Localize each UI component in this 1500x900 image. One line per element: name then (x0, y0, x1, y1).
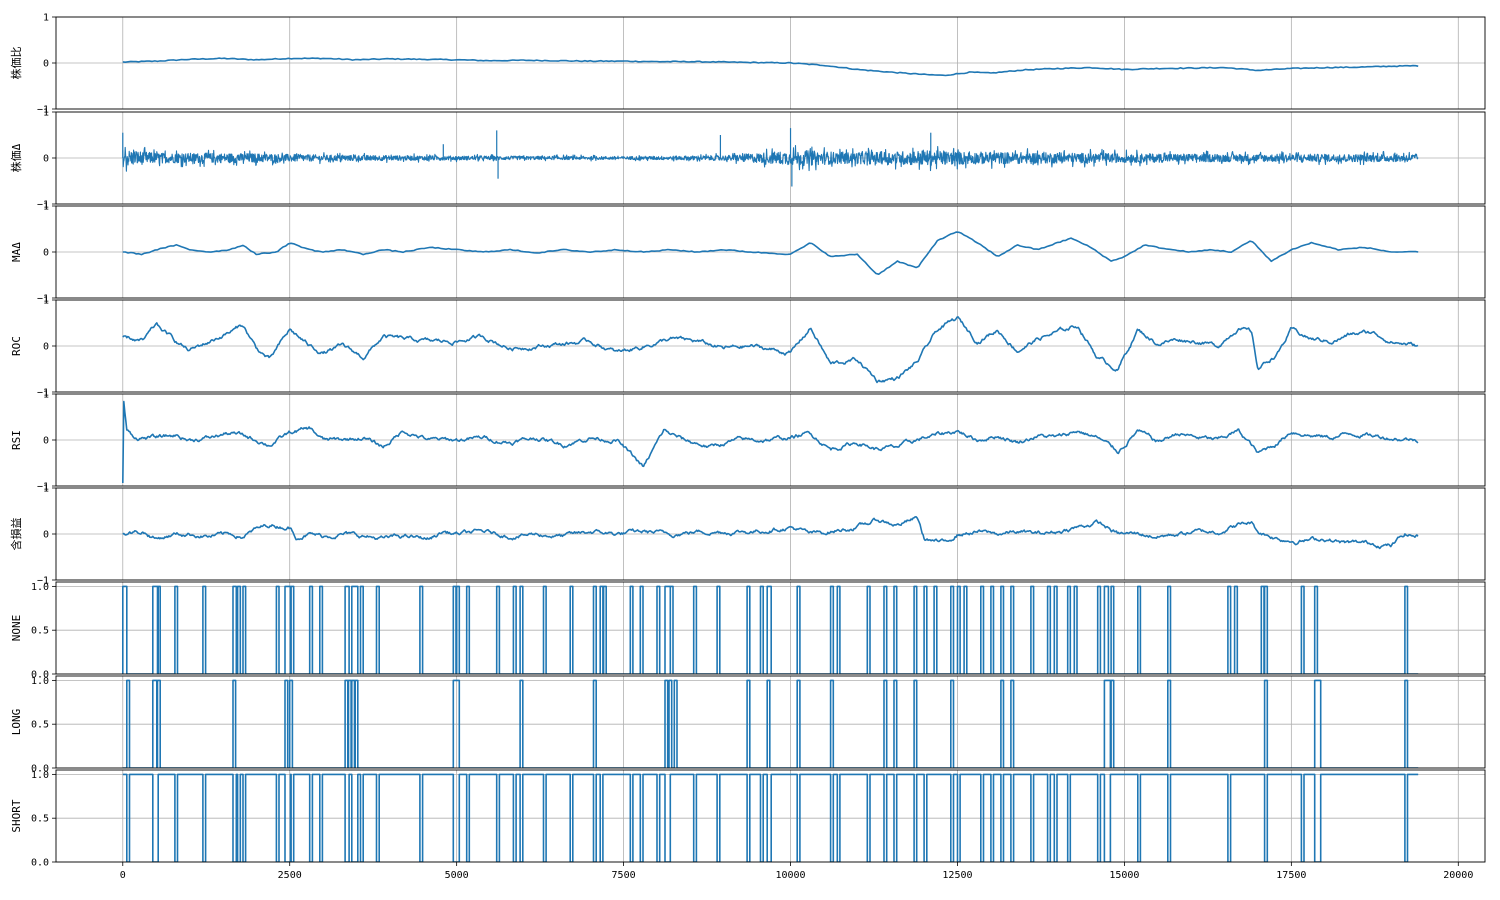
y-tick-label: 0.5 (31, 720, 49, 731)
series-line-short (122, 773, 1419, 862)
y-tick-label: −1 (37, 482, 49, 493)
panel-frame (55, 675, 1486, 769)
panel-long: 0.0 0.5 1.0 LONG (10, 675, 1486, 775)
y-tick-label: 0 (43, 59, 49, 70)
panel-frame (55, 487, 1486, 581)
y-tick-label: 0.5 (31, 626, 49, 637)
series-line-roc (122, 316, 1419, 384)
series-line-含損益 (122, 516, 1419, 550)
x-tick-label: 0 (120, 870, 126, 881)
y-tick-label: 1.0 (31, 676, 49, 687)
panel-maδ: −1 0 1 MAΔ (10, 202, 1486, 305)
series-line-none (122, 585, 1419, 674)
y-axis-label: MAΔ (10, 242, 23, 262)
y-tick-label: 1 (43, 390, 49, 401)
x-tick-label: 7500 (612, 870, 636, 881)
y-tick-label: 1.0 (31, 770, 49, 781)
panel-frame (55, 111, 1486, 205)
panel-frame (55, 205, 1486, 299)
x-tick-label: 15000 (1109, 870, 1139, 881)
panel-rsi: −1 0 1 RSI (10, 390, 1486, 493)
y-tick-label: 0 (43, 154, 49, 165)
panel-frame (55, 581, 1486, 675)
y-axis-label: LONG (10, 709, 23, 736)
shared-x-axis: 0 2500 5000 7500 10000 12500 15000 17500 20000 (120, 862, 1473, 881)
y-tick-label: −1 (37, 105, 49, 116)
y-axis-label: 株価Δ (9, 143, 23, 172)
y-tick-label: 1 (43, 202, 49, 213)
panel-株価比: −1 0 1 株価比 (9, 13, 1486, 116)
series-line-株価比 (122, 57, 1419, 77)
panels-group: −1 0 1 株価比 −1 0 1 株価Δ −1 0 1 MAΔ −1 0 1 ROC −1 0 1 RSI −1 0 1 含… (9, 13, 1486, 869)
panel-short: 0.0 0.5 1.0 SHORT (10, 769, 1486, 869)
y-tick-label: 1 (43, 296, 49, 307)
y-tick-label: 1 (43, 484, 49, 495)
panel-株価δ: −1 0 1 株価Δ (9, 108, 1486, 211)
y-tick-label: −1 (37, 294, 49, 305)
y-tick-label: −1 (37, 576, 49, 587)
y-tick-label: 0.0 (31, 764, 49, 775)
x-tick-label: 2500 (278, 870, 302, 881)
y-tick-label: 0 (43, 530, 49, 541)
y-axis-label: RSI (10, 430, 23, 450)
series-line-maδ (122, 231, 1419, 275)
y-tick-label: 1 (43, 13, 49, 24)
panel-frame (55, 393, 1486, 487)
series-line-株価δ (122, 145, 1419, 172)
y-axis-label: ROC (10, 336, 23, 356)
series-line-rsi (122, 400, 1419, 484)
panel-frame (55, 299, 1486, 393)
x-tick-label: 12500 (942, 870, 972, 881)
y-axis-label: 株価比 (9, 47, 23, 80)
y-axis-label: 含損益 (9, 518, 23, 551)
panel-含損益: −1 0 1 含損益 (9, 484, 1486, 587)
x-tick-label: 10000 (775, 870, 805, 881)
y-tick-label: 0.0 (31, 670, 49, 681)
y-tick-label: 1.0 (31, 582, 49, 593)
y-axis-label: SHORT (10, 799, 23, 832)
y-tick-label: −1 (37, 388, 49, 399)
panel-frame (55, 16, 1486, 110)
y-tick-label: −1 (37, 200, 49, 211)
x-tick-label: 20000 (1443, 870, 1473, 881)
y-axis-label: NONE (10, 615, 23, 642)
series-line-long (122, 679, 1419, 768)
y-tick-label: 0.0 (31, 858, 49, 869)
y-tick-label: 0 (43, 342, 49, 353)
panel-frame (55, 769, 1486, 863)
y-tick-label: 1 (43, 108, 49, 119)
panel-roc: −1 0 1 ROC (10, 296, 1486, 399)
panel-none: 0.0 0.5 1.0 NONE (10, 581, 1486, 681)
x-tick-label: 5000 (445, 870, 469, 881)
y-tick-label: 0 (43, 436, 49, 447)
y-tick-label: 0 (43, 248, 49, 259)
x-tick-label: 17500 (1276, 870, 1306, 881)
y-tick-label: 0.5 (31, 814, 49, 825)
